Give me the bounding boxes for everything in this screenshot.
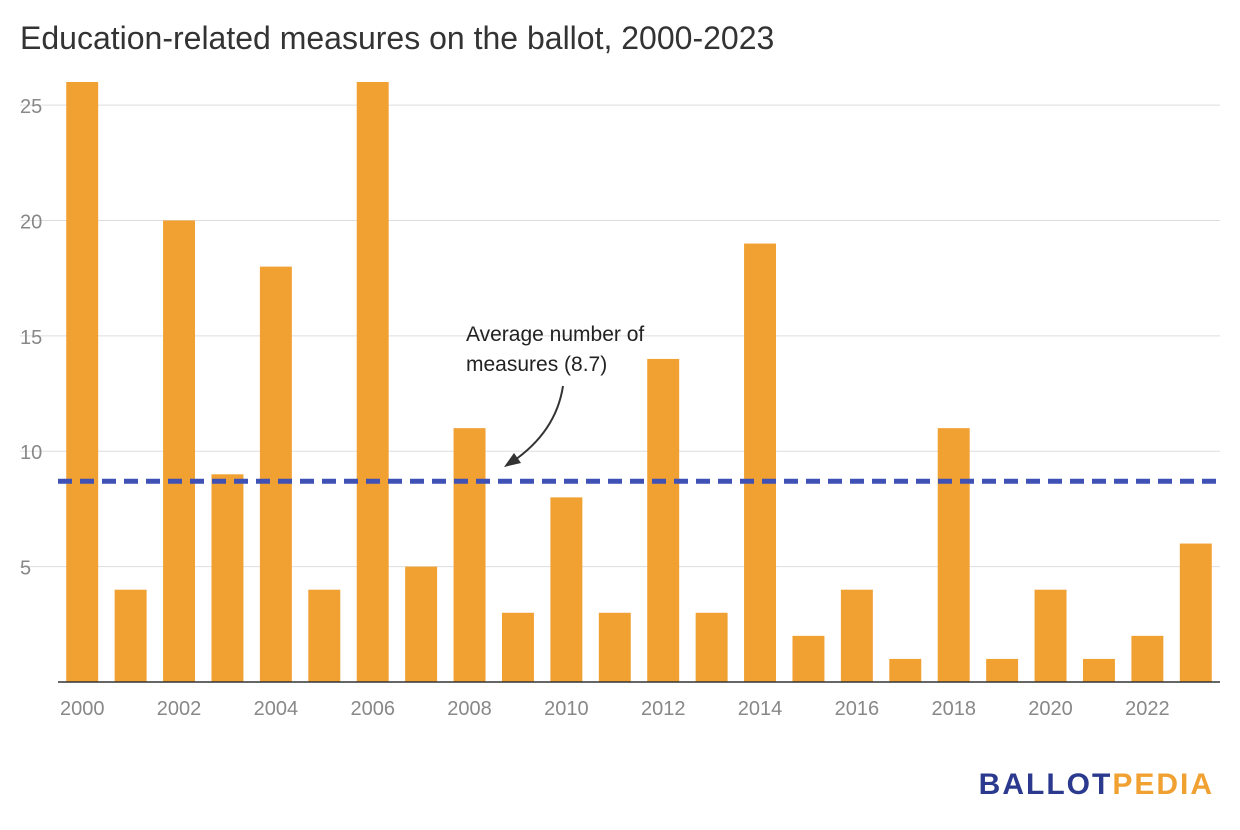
bar-2010 <box>550 497 583 682</box>
bar-2006 <box>356 82 389 682</box>
logo-part-2: PEDIA <box>1112 768 1214 801</box>
x-tick-label: 2004 <box>254 698 299 720</box>
bar-2016 <box>840 589 873 682</box>
x-tick-label: 2018 <box>931 698 976 720</box>
bar-2013 <box>695 612 728 682</box>
x-tick-label: 2008 <box>447 698 492 720</box>
bar-2015 <box>792 635 825 682</box>
annotation-line-2: measures (8.7) <box>466 353 607 376</box>
x-tick-label: 2006 <box>350 698 395 720</box>
x-tick-label: 2012 <box>641 698 686 720</box>
bar-2019 <box>986 658 1019 682</box>
bar-2011 <box>598 612 631 682</box>
bar-2018 <box>937 428 970 682</box>
y-tick-label: 15 <box>20 327 42 349</box>
x-tick-label: 2016 <box>835 698 880 720</box>
x-tick-label: 2010 <box>544 698 589 720</box>
bar-2020 <box>1034 589 1067 682</box>
x-tick-label: 2002 <box>157 698 202 720</box>
bar-2022 <box>1131 635 1164 682</box>
x-axis: 2000 2002 2004 2006 2008 2010 2012 2014 2016 2018… <box>58 681 1220 720</box>
bar-2007 <box>405 566 438 682</box>
annotation-arrow <box>511 385 564 463</box>
x-tick-label: 2014 <box>738 698 783 720</box>
bar-2021 <box>1082 658 1115 682</box>
chart-title: Education-related measures on the ballot… <box>20 20 775 56</box>
bar-2009 <box>501 612 534 682</box>
y-axis: 5 10 15 20 25 <box>20 96 42 580</box>
bar-2014 <box>744 243 777 683</box>
bar-2002 <box>163 220 196 682</box>
y-tick-label: 5 <box>20 558 31 580</box>
bar-2003 <box>211 474 244 682</box>
bar-2023 <box>1179 543 1212 682</box>
x-tick-label: 2020 <box>1028 698 1073 720</box>
annotation-line-1: Average number of <box>466 323 644 346</box>
bar-2000 <box>66 82 99 682</box>
bar-2001 <box>114 589 147 682</box>
y-tick-label: 25 <box>20 96 42 118</box>
arrow-head-icon <box>504 453 521 467</box>
bar-2008 <box>453 428 486 682</box>
bar-2012 <box>647 358 680 682</box>
annotation: Average number of measures (8.7) <box>466 323 644 467</box>
logo-part-1: BALLOT <box>978 768 1113 801</box>
bar-2017 <box>889 658 922 682</box>
bar-2004 <box>259 266 292 682</box>
ballotpedia-logo: BALLOTPEDIA <box>979 768 1214 802</box>
x-tick-label: 2022 <box>1125 698 1170 720</box>
bar-2005 <box>308 589 341 682</box>
x-tick-label: 2000 <box>60 698 105 720</box>
y-tick-label: 10 <box>20 442 42 464</box>
y-tick-label: 20 <box>20 211 42 233</box>
bars <box>66 82 1212 683</box>
